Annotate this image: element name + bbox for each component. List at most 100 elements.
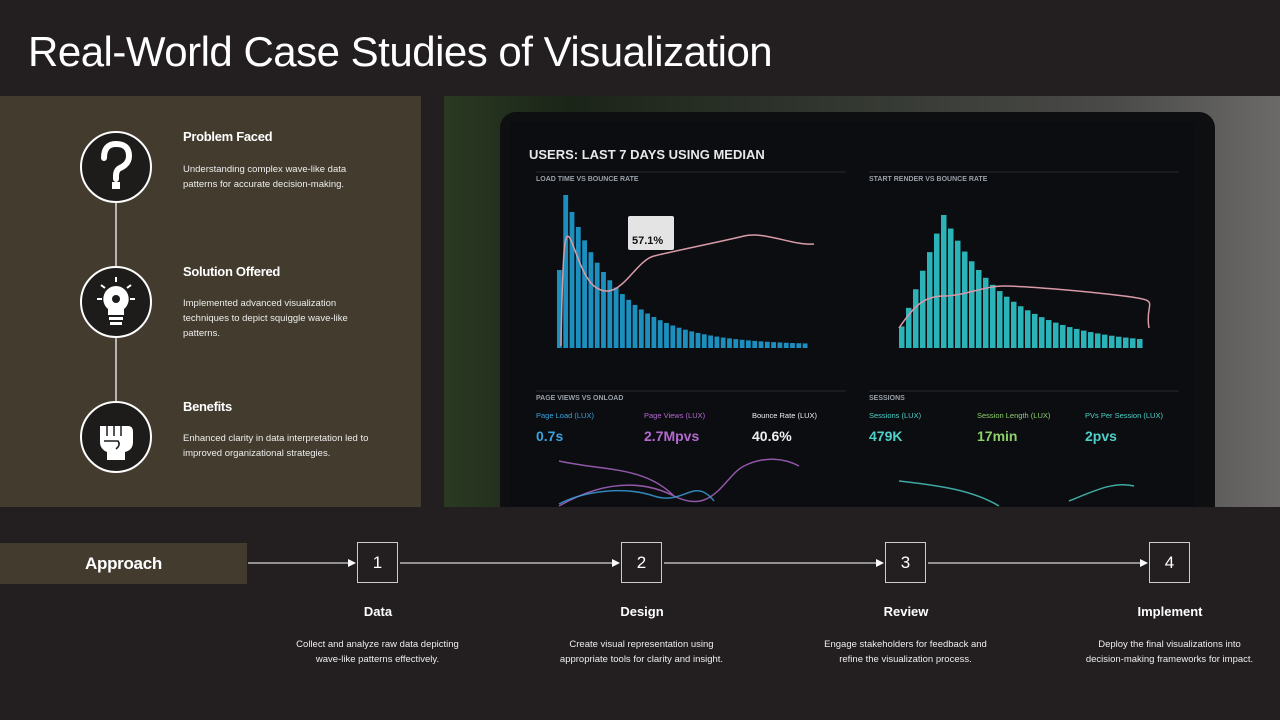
wave-line [558, 458, 800, 507]
histogram-bar [1081, 330, 1087, 348]
histogram-bar [676, 327, 682, 348]
histogram-bar [802, 343, 808, 348]
question-icon [80, 131, 152, 203]
histogram-bar [746, 340, 751, 348]
histogram-bar [638, 309, 644, 348]
features-panel [0, 96, 421, 507]
histogram-bar [758, 341, 764, 348]
histogram-bar [657, 320, 663, 348]
histogram-bar [714, 336, 720, 348]
histogram-bar [790, 343, 795, 348]
histogram-bar [1095, 333, 1101, 348]
histogram-bar [1067, 327, 1073, 348]
histogram-bar [1053, 322, 1059, 348]
histogram-bar [1039, 317, 1045, 348]
metric-label: Page Load (LUX) [536, 411, 594, 420]
step-number: 2 [621, 542, 662, 583]
metric-value: 2.7Mpvs [644, 428, 699, 444]
histogram-bar [764, 341, 770, 348]
histogram-bar [997, 291, 1003, 348]
step-text: Collect and analyze raw data depicting w… [296, 639, 459, 665]
histogram-bar [727, 338, 732, 348]
metric-value: 479K [869, 428, 902, 444]
bounce-curve [898, 285, 1151, 329]
tooltip-box [628, 216, 674, 250]
histogram-bar [575, 227, 581, 348]
histogram-bar [969, 261, 975, 348]
histogram-bar [1018, 306, 1024, 348]
histogram-bar [701, 334, 707, 348]
step-title: Review [883, 604, 929, 619]
step-title: Design [620, 604, 664, 619]
histogram-bar [632, 304, 638, 348]
histogram-bar [983, 277, 989, 348]
step-number: 4 [1149, 542, 1190, 583]
feature-title: Benefits [183, 399, 232, 414]
histogram-bar [1116, 336, 1122, 348]
histogram-bar [913, 289, 919, 348]
dashboard-photo: USERS: LAST 7 DAYS USING MEDIAN LOAD TIME… [444, 96, 1280, 507]
histogram-bar [941, 215, 947, 348]
step-number: 1 [357, 542, 398, 583]
histogram-bar [1130, 338, 1136, 348]
histogram-bar [739, 339, 745, 348]
feature-title: Problem Faced [183, 129, 273, 144]
step-text: Deploy the final visualizations into dec… [1085, 639, 1254, 665]
step-title: Data [363, 604, 393, 619]
dashboard-heading: USERS: LAST 7 DAYS USING MEDIAN [529, 147, 765, 162]
histogram-bar [948, 228, 954, 348]
panel-title: START RENDER VS BOUNCE RATE [869, 176, 988, 183]
histogram-bar [777, 342, 783, 348]
histogram-bar [1004, 296, 1010, 348]
histogram-bar [664, 323, 669, 348]
metric-value: 0.7s [536, 428, 563, 444]
histogram-bar [752, 340, 758, 348]
histogram-bar [1032, 313, 1038, 348]
histogram-bar [1025, 310, 1031, 348]
histogram-bar [1137, 339, 1143, 348]
step-text: Create visual representation using appro… [559, 639, 724, 665]
metric-label: PVs Per Session (LUX) [1085, 411, 1163, 420]
metric-label: Bounce Rate (LUX) [752, 411, 818, 420]
histogram-bar [733, 339, 739, 348]
histogram-bar [620, 294, 625, 348]
histogram-bar [720, 337, 726, 348]
histogram-bar [1046, 320, 1052, 348]
metric-value: 17min [977, 428, 1017, 444]
histogram-bar [695, 332, 701, 348]
histogram-bar [906, 307, 912, 348]
histogram-bar [594, 262, 600, 348]
step-text: Engage stakeholders for feedback and ref… [824, 639, 987, 665]
metric-value: 2pvs [1085, 428, 1117, 444]
histogram-bar [601, 271, 606, 348]
histogram-bar [1102, 334, 1108, 348]
metric-value: 40.6% [752, 428, 792, 444]
approach-arrows [248, 559, 1148, 567]
histogram-bar [1109, 335, 1115, 348]
step-title: Implement [1137, 604, 1203, 619]
histogram-bar [582, 240, 587, 348]
histogram-bar [651, 317, 657, 348]
histogram-bar [670, 325, 676, 348]
histogram-bar [796, 343, 802, 348]
histogram-bar [962, 251, 968, 348]
lightbulb-icon [80, 266, 152, 338]
histogram-bar [899, 326, 905, 348]
histogram-bar [934, 233, 940, 348]
histogram-bar [708, 335, 713, 348]
histogram-bar [683, 329, 688, 348]
feature-icons [80, 131, 152, 473]
feature-text: Implemented advanced visualization techn… [183, 298, 348, 339]
histogram-bar [1011, 301, 1017, 348]
histogram-bar [1060, 324, 1066, 348]
histogram-bar [588, 252, 594, 348]
histogram-bar [920, 270, 926, 348]
bounce-curve [560, 234, 815, 347]
histogram-bar [689, 331, 695, 348]
histogram-bar [1123, 337, 1129, 348]
histogram-bar [990, 284, 996, 348]
histogram-bar [783, 342, 789, 348]
feature-text: Enhanced clarity in data interpretation … [183, 433, 369, 459]
histogram-bar [976, 269, 982, 348]
histogram-bar [1088, 332, 1094, 348]
